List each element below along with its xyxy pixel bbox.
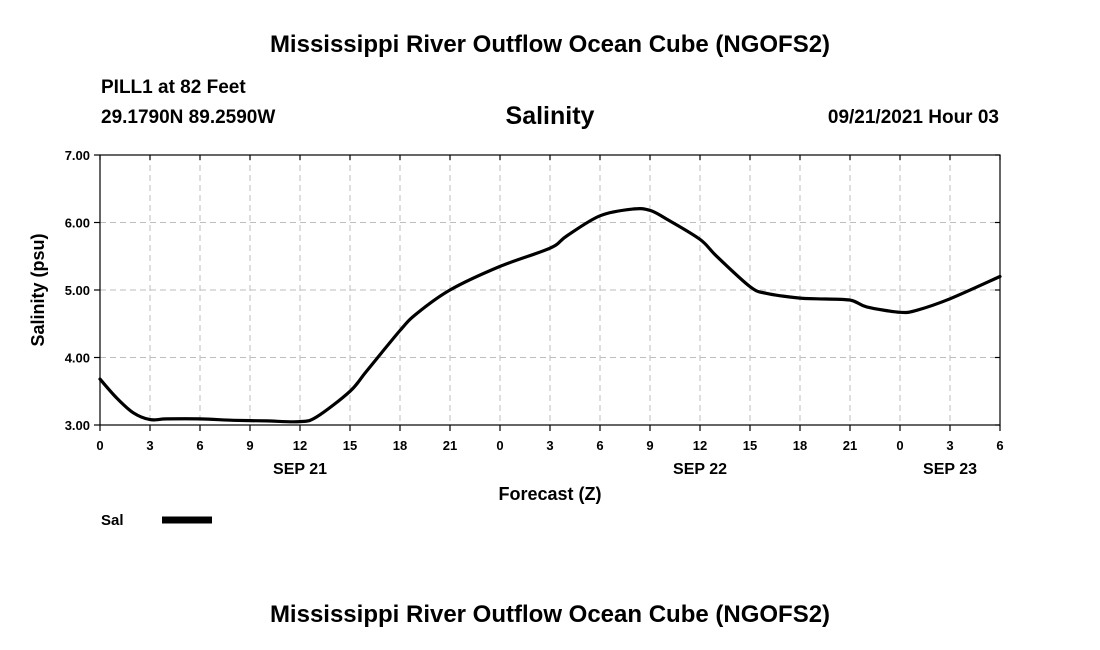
y-tick-label: 6.00	[65, 216, 90, 231]
station-label: PILL1 at 82 Feet	[101, 77, 246, 98]
salinity-chart: Salinity 3.00 4.00 5.00 6.00 7.00 0 3 6 9 12 15 18 21…	[28, 102, 1004, 529]
x-tick-label: 18	[393, 438, 407, 453]
x-tick-label: 6	[996, 438, 1003, 453]
x-tick-label: 9	[246, 438, 253, 453]
date-label: SEP 23	[923, 461, 977, 478]
x-tick-label: 21	[443, 438, 457, 453]
date-label: SEP 21	[273, 461, 327, 478]
x-tick-label: 12	[693, 438, 707, 453]
y-tick-label: 3.00	[65, 418, 90, 433]
forecast-date-label: 09/21/2021 Hour 03	[827, 107, 999, 128]
x-tick-label: 0	[496, 438, 503, 453]
plot-title: Salinity	[506, 102, 595, 130]
x-tick-label: 0	[96, 438, 103, 453]
x-tick-label: 18	[793, 438, 807, 453]
x-tick-label: 3	[546, 438, 553, 453]
x-tick-label: 12	[293, 438, 307, 453]
footer-title: Mississippi River Outflow Ocean Cube (NG…	[269, 601, 831, 628]
x-tick-label: 9	[646, 438, 653, 453]
x-tick-label: 6	[596, 438, 603, 453]
x-tick-label: 3	[146, 438, 153, 453]
coordinates-label: 29.1790N 89.2590W	[101, 107, 276, 128]
y-tick-label: 7.00	[65, 148, 90, 163]
series-line-sal	[98, 206, 1002, 424]
x-tick-label: 15	[343, 438, 357, 453]
x-tick-label: 6	[196, 438, 203, 453]
x-tick-label: 15	[743, 438, 757, 453]
x-axis-label: Forecast (Z)	[498, 484, 601, 504]
y-axis-label: Salinity (psu)	[28, 233, 48, 346]
x-tick-label: 21	[843, 438, 857, 453]
chart-main-title: Mississippi River Outflow Ocean Cube (NG…	[269, 31, 831, 58]
x-tick-label: 3	[946, 438, 953, 453]
y-tick-label: 5.00	[65, 283, 90, 298]
x-tick-label: 0	[896, 438, 903, 453]
legend-label: Sal	[101, 512, 124, 529]
y-tick-label: 4.00	[65, 351, 90, 366]
date-label: SEP 22	[673, 461, 727, 478]
